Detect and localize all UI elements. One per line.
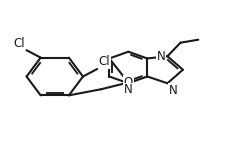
Text: O: O <box>124 76 133 89</box>
Text: N: N <box>169 84 177 97</box>
Text: Cl: Cl <box>13 37 25 50</box>
Text: N: N <box>124 83 133 96</box>
Text: Cl: Cl <box>99 55 110 68</box>
Text: N: N <box>157 50 166 63</box>
